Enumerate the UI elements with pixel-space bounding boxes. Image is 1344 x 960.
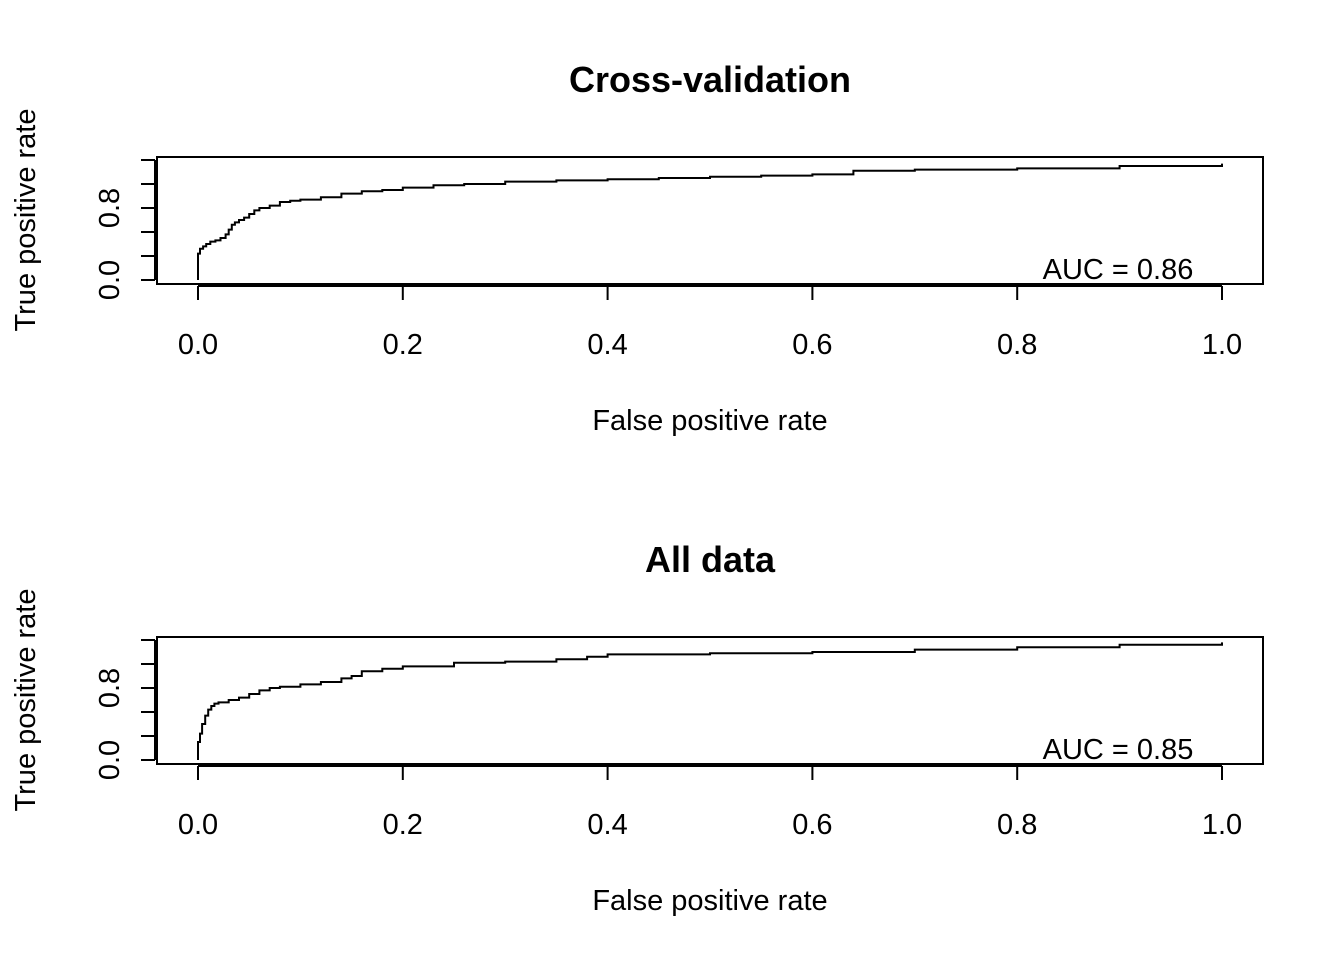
- x-tick-label: 0.0: [178, 329, 218, 361]
- chart-panel-2: All data 0.0 0.2 0.4 0.6 0.8 1.0 False positive…: [10, 539, 1264, 917]
- x-axis-title: False positive rate: [592, 405, 827, 437]
- x-tick-label: 0.8: [997, 329, 1037, 361]
- x-tick-label: 0.6: [792, 329, 832, 361]
- x-tick-label: 0.8: [997, 809, 1037, 841]
- x-tick-label: 1.0: [1202, 809, 1242, 841]
- y-axis-title: True positive rate: [10, 109, 42, 332]
- chart-title: All data: [645, 539, 776, 580]
- y-axis-title: True positive rate: [10, 589, 42, 812]
- auc-annotation: AUC = 0.86: [1043, 254, 1194, 286]
- roc-curve: [197, 163, 1223, 280]
- x-tick-label: 0.4: [587, 329, 627, 361]
- plot-frame: [156, 156, 1264, 285]
- x-tick-label: 1.0: [1202, 329, 1242, 361]
- y-tick-label: 0.0: [94, 740, 126, 780]
- y-tick-label: 0.8: [94, 188, 126, 228]
- x-tick-label: 0.0: [178, 809, 218, 841]
- y-tick-label: 0.0: [94, 260, 126, 300]
- x-tick-label: 0.2: [383, 329, 423, 361]
- x-tick-label: 0.2: [383, 809, 423, 841]
- x-axis-title: False positive rate: [592, 885, 827, 917]
- y-tick-label: 0.8: [94, 668, 126, 708]
- x-tick-label: 0.4: [587, 809, 627, 841]
- auc-annotation: AUC = 0.85: [1043, 734, 1194, 766]
- roc-curve: [197, 642, 1223, 760]
- chart-title: Cross-validation: [569, 59, 851, 100]
- plot-frame: [156, 636, 1264, 765]
- chart-panel-1: Cross-validation 0.0 0.2 0.4 0.6 0.8 1.0 False …: [10, 59, 1264, 437]
- x-tick-label: 0.6: [792, 809, 832, 841]
